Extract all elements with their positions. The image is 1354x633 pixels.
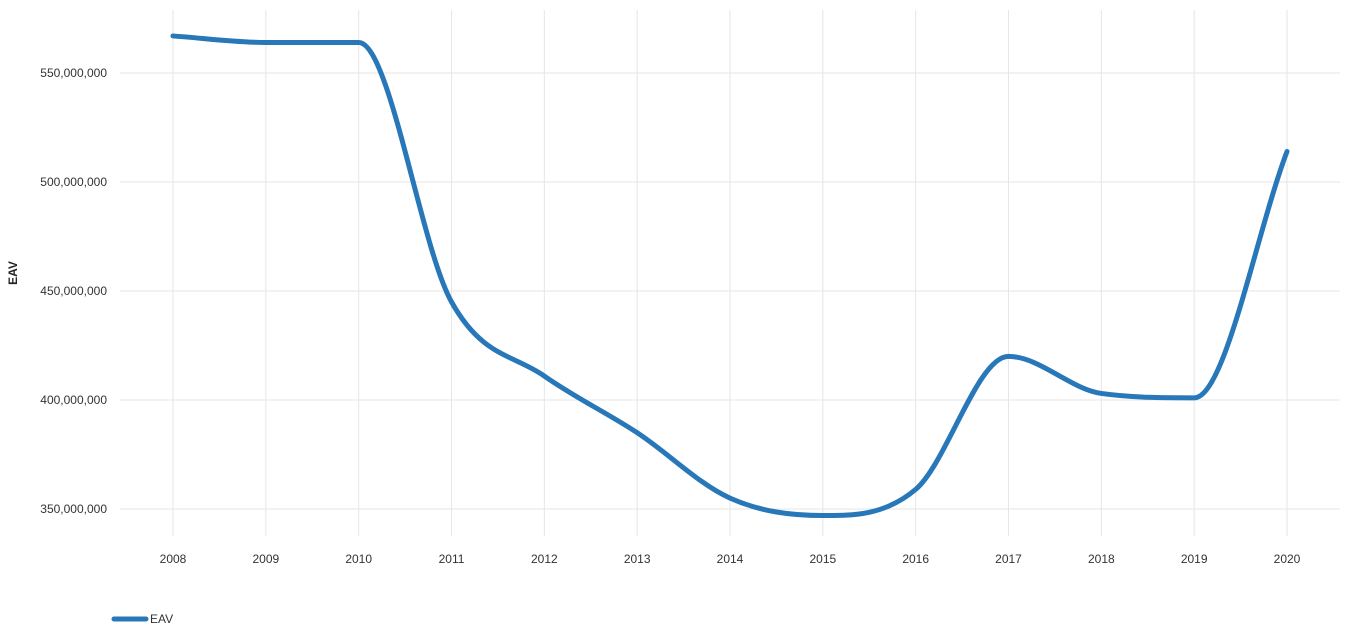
x-tick-label: 2014 xyxy=(717,552,744,566)
series-layer xyxy=(169,32,1291,520)
data-point[interactable] xyxy=(819,512,827,520)
x-axis-tick-labels: 2008 2009 2010 2011 2012 2013 2014 2015 2016 2017… xyxy=(160,552,1301,566)
y-tick-label: 350,000,000 xyxy=(40,502,107,516)
x-tick-label: 2015 xyxy=(809,552,836,566)
x-tick-label: 2016 xyxy=(902,552,929,566)
series-line-eav[interactable] xyxy=(170,33,1290,519)
x-tick-label: 2013 xyxy=(624,552,651,566)
data-point[interactable] xyxy=(540,372,548,380)
legend-label: EAV xyxy=(150,612,173,626)
data-point[interactable] xyxy=(726,494,734,502)
x-tick-label: 2020 xyxy=(1274,552,1301,566)
y-tick-label: 400,000,000 xyxy=(40,393,107,407)
data-point[interactable] xyxy=(1005,352,1013,360)
x-tick-label: 2019 xyxy=(1181,552,1208,566)
y-tick-label: 450,000,000 xyxy=(40,284,107,298)
y-tick-label: 550,000,000 xyxy=(40,66,107,80)
x-tick-label: 2018 xyxy=(1088,552,1115,566)
x-tick-label: 2010 xyxy=(345,552,372,566)
data-point[interactable] xyxy=(633,429,641,437)
legend[interactable]: EAV xyxy=(111,612,173,626)
x-tick-label: 2008 xyxy=(160,552,187,566)
x-tick-label: 2012 xyxy=(531,552,558,566)
x-tick-label: 2017 xyxy=(995,552,1022,566)
x-tick-label: 2009 xyxy=(252,552,279,566)
data-point[interactable] xyxy=(169,32,177,40)
data-point[interactable] xyxy=(448,298,456,306)
data-point[interactable] xyxy=(912,485,920,493)
y-axis-title: EAV xyxy=(6,261,20,285)
data-point[interactable] xyxy=(262,38,270,46)
grid xyxy=(120,10,1340,536)
x-tick-label: 2011 xyxy=(439,552,465,566)
data-point[interactable] xyxy=(1283,147,1291,155)
data-point[interactable] xyxy=(1097,389,1105,397)
data-point[interactable] xyxy=(355,38,363,46)
data-point[interactable] xyxy=(1190,394,1198,402)
y-tick-label: 500,000,000 xyxy=(40,175,107,189)
y-axis-tick-labels: 350,000,000 400,000,000 450,000,000 500,000… xyxy=(40,66,107,516)
